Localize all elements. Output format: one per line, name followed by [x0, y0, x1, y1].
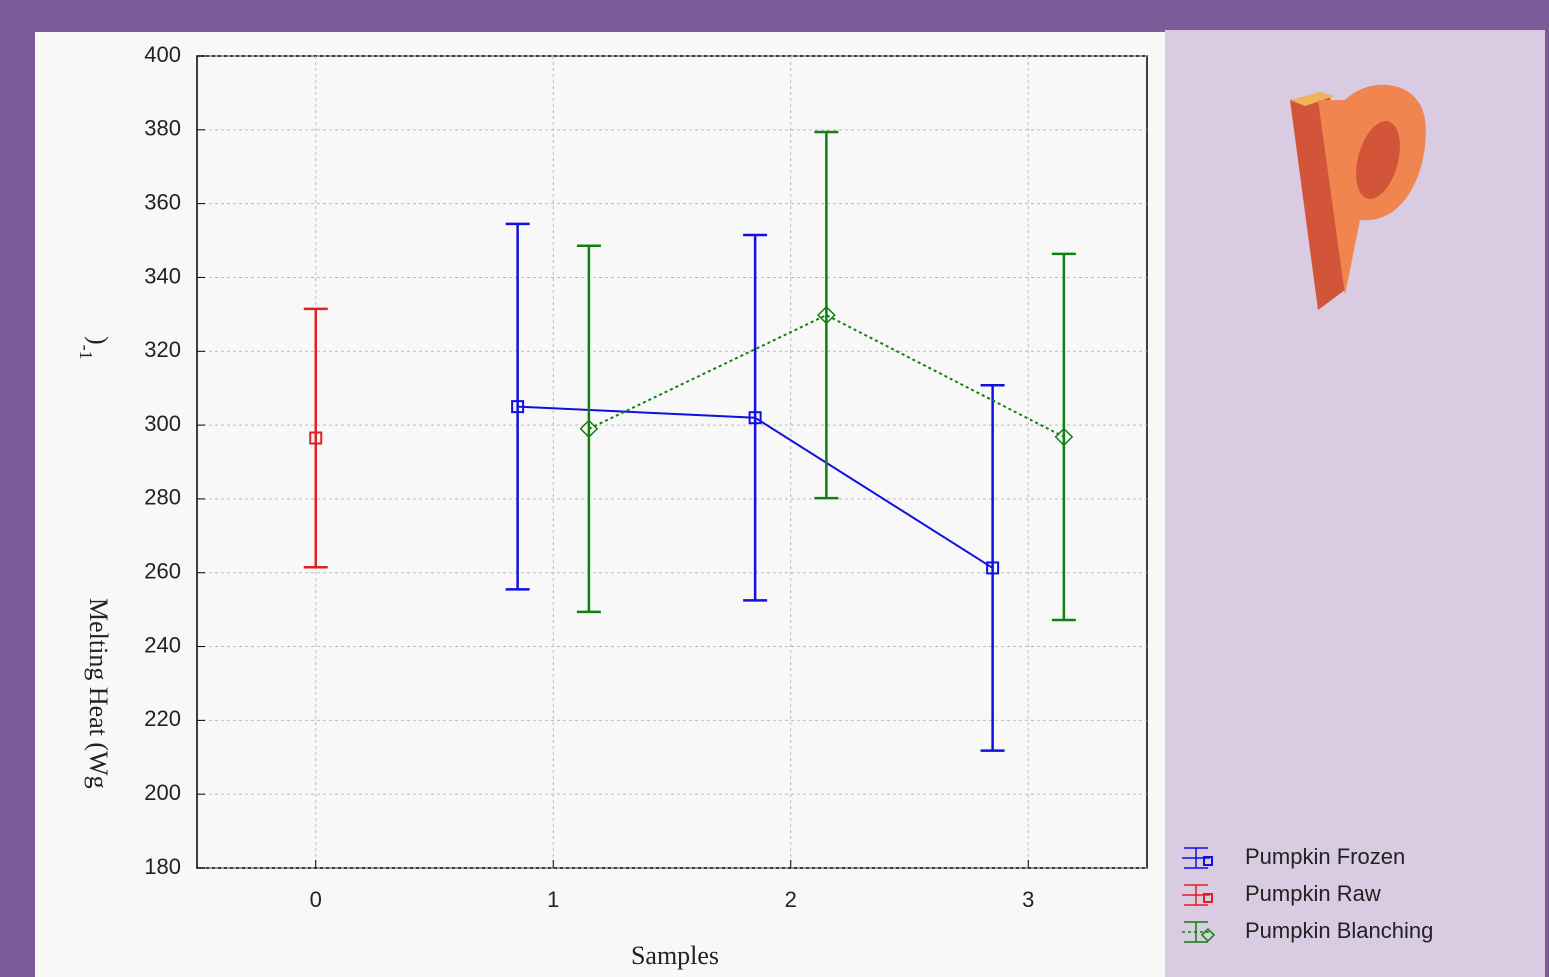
y-tick-label: 240: [144, 632, 181, 657]
x-tick-label: 0: [310, 887, 322, 912]
x-tick-label: 1: [547, 887, 559, 912]
y-tick-label: 300: [144, 411, 181, 436]
y-tick-label: 340: [144, 263, 181, 288]
legend-label: Pumpkin Frozen: [1245, 844, 1405, 869]
y-label-end: ): [84, 336, 113, 345]
y-label-sup: -1: [76, 345, 96, 360]
y-tick-label: 380: [144, 116, 181, 141]
legend-label: Pumpkin Blanching: [1245, 918, 1433, 943]
y-tick-label: 280: [144, 485, 181, 510]
chart: Samples Melting Heat (Wg )-1 18020022024…: [0, 0, 1549, 977]
x-tick-label: 3: [1022, 887, 1034, 912]
x-tick-label: 2: [785, 887, 797, 912]
y-tick-label: 320: [144, 337, 181, 362]
y-tick-label: 180: [144, 854, 181, 879]
y-tick-label: 260: [144, 559, 181, 584]
y-axis-label: Melting Heat (Wg: [84, 598, 113, 789]
y-tick-label: 360: [144, 189, 181, 214]
y-tick-label: 220: [144, 706, 181, 731]
y-tick-label: 400: [144, 42, 181, 67]
plot-area: [197, 56, 1147, 868]
legend-label: Pumpkin Raw: [1245, 881, 1381, 906]
y-tick-label: 200: [144, 780, 181, 805]
y-label-main: Melting Heat (Wg: [84, 598, 113, 789]
x-axis-label: Samples: [631, 941, 719, 970]
